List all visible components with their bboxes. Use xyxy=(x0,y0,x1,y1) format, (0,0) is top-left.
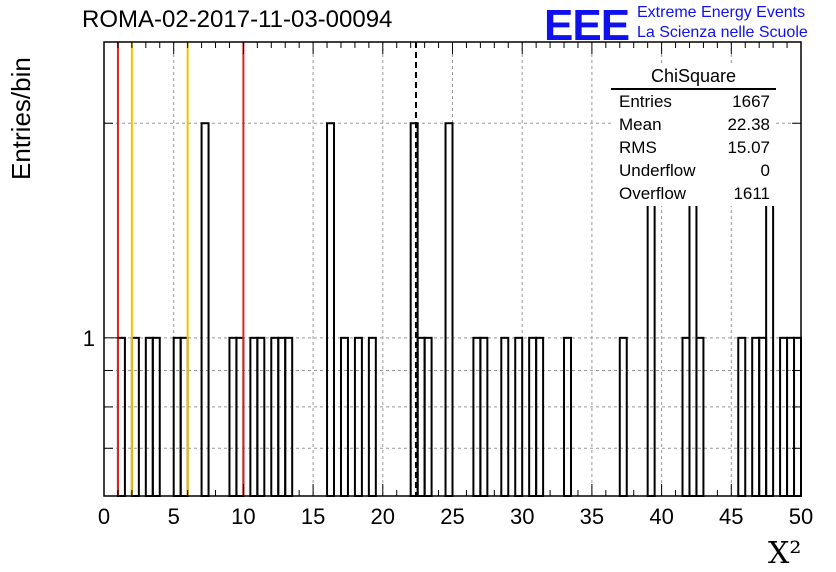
y-axis-label: Entries/bin xyxy=(6,57,36,180)
chart-title: ROMA-02-2017-11-03-00094 xyxy=(82,6,393,33)
y-tick-label: 1 xyxy=(83,326,95,351)
stats-label: Mean xyxy=(619,115,662,134)
histogram-bin xyxy=(695,336,705,497)
logo-line-1: Extreme Energy Events xyxy=(637,4,806,21)
histogram-bin xyxy=(339,336,349,497)
histogram-bin xyxy=(416,336,426,497)
histogram-bin xyxy=(116,336,126,497)
stats-value: 1667 xyxy=(732,92,770,111)
x-tick-label: 35 xyxy=(580,504,604,529)
histogram-bin xyxy=(277,336,287,497)
histogram-bin xyxy=(151,336,161,497)
stats-value: 1611 xyxy=(733,184,770,203)
histogram-bin xyxy=(528,336,538,497)
histogram-bin xyxy=(681,336,691,497)
stats-value: 22.38 xyxy=(727,115,770,134)
histogram-bin xyxy=(409,122,419,497)
histogram-bin xyxy=(793,336,803,497)
stats-label: Underflow xyxy=(619,161,696,180)
x-tick-label: 45 xyxy=(719,504,743,529)
x-tick-label: 10 xyxy=(231,504,255,529)
histogram-bin xyxy=(563,336,572,497)
histogram-bin xyxy=(144,336,154,497)
histogram-bin xyxy=(737,336,747,497)
x-tick-label: 15 xyxy=(301,504,325,529)
histogram-bin xyxy=(472,336,482,497)
stats-row-overflow: Overflow 1611 xyxy=(611,182,776,205)
histogram-bin xyxy=(353,336,363,497)
eee-logo: EEE xyxy=(544,1,630,50)
histogram-bin xyxy=(326,122,336,497)
x-tick-label: 30 xyxy=(510,504,534,529)
x-tick-label: 5 xyxy=(168,504,180,529)
histogram-bin xyxy=(235,336,245,497)
histogram-bin xyxy=(172,336,182,497)
histogram-bin xyxy=(618,336,628,497)
histogram-bin xyxy=(500,336,510,497)
stats-title: ChiSquare xyxy=(611,66,776,90)
histogram-bin xyxy=(751,336,761,497)
histogram-bin xyxy=(423,336,433,497)
stats-row-underflow: Underflow 0 xyxy=(611,159,776,182)
logo-line-2: La Scienza nelle Scuole xyxy=(637,24,808,41)
stats-value: 15.07 xyxy=(727,138,770,157)
x-tick-label: 0 xyxy=(98,504,110,529)
histogram-bin xyxy=(758,336,768,497)
stats-label: RMS xyxy=(619,138,657,157)
x-tick-label: 40 xyxy=(649,504,673,529)
stats-row-mean: Mean 22.38 xyxy=(611,113,776,136)
histogram-bin xyxy=(535,336,545,497)
histogram-bin xyxy=(479,336,489,497)
x-axis-label: X² xyxy=(768,536,802,571)
histogram-bin xyxy=(200,122,210,497)
stats-label: Overflow xyxy=(619,184,687,203)
histogram-bin xyxy=(367,336,377,497)
x-tick-label: 25 xyxy=(440,504,464,529)
histogram-bin xyxy=(779,336,789,497)
stats-box: ChiSquare Entries 1667 Mean 22.38 RMS 15… xyxy=(611,66,776,206)
x-tick-label: 20 xyxy=(371,504,395,529)
histogram-bin xyxy=(270,336,280,497)
histogram-bin xyxy=(284,336,294,497)
stats-value: 0 xyxy=(760,161,770,180)
stats-row-entries: Entries 1667 xyxy=(611,90,776,113)
stats-label: Entries xyxy=(619,92,672,111)
histogram-bin xyxy=(514,336,524,497)
histogram-bin xyxy=(130,336,140,497)
stats-row-rms: RMS 15.07 xyxy=(611,136,776,159)
x-tick-label: 50 xyxy=(789,504,813,529)
histogram-bin xyxy=(786,336,796,497)
histogram-bin xyxy=(179,336,189,497)
histogram-bin xyxy=(228,336,238,497)
histogram-bin xyxy=(249,336,259,497)
histogram-bin xyxy=(444,122,454,497)
histogram-bin xyxy=(256,336,266,497)
